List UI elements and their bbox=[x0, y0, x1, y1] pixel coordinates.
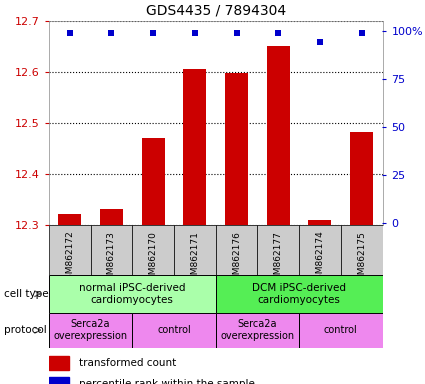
Bar bbox=[132, 225, 174, 275]
Text: transformed count: transformed count bbox=[79, 358, 176, 368]
Point bbox=[150, 30, 156, 36]
Bar bbox=[49, 377, 69, 384]
Bar bbox=[142, 138, 164, 225]
Bar bbox=[91, 225, 132, 275]
Text: normal iPSC-derived
cardiomyocytes: normal iPSC-derived cardiomyocytes bbox=[79, 283, 186, 305]
Bar bbox=[100, 209, 123, 225]
Text: protocol: protocol bbox=[4, 325, 47, 335]
Bar bbox=[49, 275, 215, 313]
Text: percentile rank within the sample: percentile rank within the sample bbox=[79, 379, 255, 384]
Bar bbox=[299, 313, 382, 348]
Bar bbox=[183, 70, 206, 225]
Text: GSM862172: GSM862172 bbox=[65, 231, 74, 285]
Text: GSM862177: GSM862177 bbox=[274, 231, 283, 286]
Bar bbox=[258, 225, 299, 275]
Text: cell type: cell type bbox=[4, 289, 49, 299]
Bar bbox=[174, 225, 215, 275]
Point bbox=[317, 39, 323, 45]
Bar bbox=[58, 215, 81, 225]
Bar bbox=[299, 225, 341, 275]
Point bbox=[358, 30, 365, 36]
Bar bbox=[215, 225, 258, 275]
Bar bbox=[350, 132, 373, 225]
Title: GDS4435 / 7894304: GDS4435 / 7894304 bbox=[146, 3, 286, 17]
Point bbox=[108, 30, 115, 36]
Text: Serca2a
overexpression: Serca2a overexpression bbox=[220, 319, 295, 341]
Text: Serca2a
overexpression: Serca2a overexpression bbox=[54, 319, 127, 341]
Text: GSM862173: GSM862173 bbox=[107, 231, 116, 286]
Text: control: control bbox=[157, 325, 191, 335]
Bar bbox=[225, 73, 248, 225]
Bar bbox=[309, 220, 332, 225]
Text: DCM iPSC-derived
cardiomyocytes: DCM iPSC-derived cardiomyocytes bbox=[252, 283, 346, 305]
Text: GSM862171: GSM862171 bbox=[190, 231, 199, 286]
Text: GSM862175: GSM862175 bbox=[357, 231, 366, 286]
Bar bbox=[341, 225, 382, 275]
Text: GSM862174: GSM862174 bbox=[315, 231, 324, 285]
Bar bbox=[215, 275, 382, 313]
Bar bbox=[132, 313, 215, 348]
Text: GSM862170: GSM862170 bbox=[149, 231, 158, 286]
Bar bbox=[215, 313, 299, 348]
Text: GSM862176: GSM862176 bbox=[232, 231, 241, 286]
Point bbox=[275, 30, 282, 36]
Point bbox=[191, 30, 198, 36]
Bar bbox=[49, 356, 69, 370]
Bar bbox=[267, 46, 290, 225]
Bar bbox=[49, 313, 132, 348]
Point bbox=[233, 30, 240, 36]
Point bbox=[66, 30, 73, 36]
Text: control: control bbox=[324, 325, 358, 335]
Bar bbox=[49, 225, 91, 275]
